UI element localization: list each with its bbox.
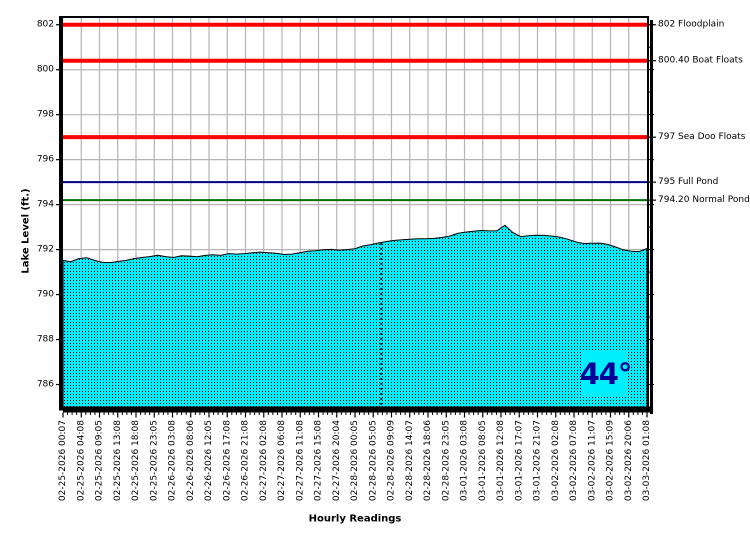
- x-tick-label: 02-28-2026 18:06: [423, 420, 433, 501]
- y-tick-label: 802: [37, 20, 54, 30]
- y-tick-label: 794: [37, 200, 54, 210]
- y-tick-label: 796: [37, 155, 54, 165]
- x-tick-label: 02-25-2026 18:08: [131, 420, 141, 501]
- reference-label-3: 795 Full Pond: [658, 177, 718, 187]
- x-tick-label: 02-25-2026 04:08: [76, 420, 86, 501]
- reference-label-4: 794.20 Normal Pond: [658, 195, 750, 205]
- x-tick-label: 02-27-2026 20:04: [332, 420, 342, 501]
- x-tick-label: 03-02-2026 20:06: [624, 420, 634, 501]
- x-tick-label: 02-28-2026 00:05: [350, 420, 360, 501]
- y-axis-title: Lake Level (ft.): [20, 188, 32, 274]
- temperature-badge: 44°: [580, 351, 632, 396]
- x-tick-label: 03-01-2026 03:08: [460, 420, 470, 501]
- x-axis-title: Hourly Readings: [308, 513, 402, 525]
- x-tick-label: 03-01-2026 17:07: [514, 420, 524, 501]
- x-tick-label: 02-27-2026 02:08: [259, 420, 269, 501]
- y-tick-label: 790: [37, 290, 54, 300]
- y-tick-label: 788: [37, 335, 54, 345]
- x-tick-label: 02-25-2026 23:05: [149, 420, 159, 501]
- x-tick-label: 03-02-2026 02:08: [551, 420, 561, 501]
- x-tick-label: 02-26-2026 21:08: [241, 420, 251, 501]
- x-tick-label: 02-26-2026 03:08: [168, 420, 178, 501]
- x-tick-label: 02-27-2026 15:08: [314, 420, 324, 501]
- x-tick-label: 02-28-2026 23:05: [441, 420, 451, 501]
- y-tick-label: 798: [37, 110, 54, 120]
- reference-label-2: 797 Sea Doo Floats: [658, 132, 746, 142]
- reference-label-0: 802 Floodplain: [658, 20, 724, 30]
- x-tick-label: 03-01-2026 12:08: [496, 420, 506, 501]
- y-tick-label: 786: [37, 380, 54, 390]
- reference-line-labels: 802 Floodplain 800.40 Boat Floats 797 Sea …: [649, 20, 750, 205]
- x-tick-label: 02-25-2026 09:05: [95, 420, 105, 501]
- plot-frame: [59, 16, 653, 414]
- x-tick-label: 02-27-2026 11:08: [295, 420, 305, 501]
- x-tick-label: 02-26-2026 12:05: [204, 420, 214, 501]
- x-tick-label: 03-03-2026 01:08: [642, 420, 652, 501]
- x-tick-label: 03-01-2026 08:05: [478, 420, 488, 501]
- y-tick-label: 792: [37, 245, 54, 255]
- x-tick-label: 02-27-2026 06:08: [277, 420, 287, 501]
- x-tick-label: 02-28-2026 09:09: [387, 420, 397, 501]
- x-tick-label: 02-26-2026 17:08: [222, 420, 232, 501]
- x-tick-label: 02-25-2026 13:08: [113, 420, 123, 501]
- x-tick-label: 02-28-2026 14:07: [405, 420, 415, 501]
- x-tick-label: 03-01-2026 21:07: [533, 420, 543, 501]
- x-tick-label: 02-28-2026 05:05: [368, 420, 378, 501]
- x-tick-label: 03-02-2026 11:07: [587, 420, 597, 501]
- reference-label-1: 800.40 Boat Floats: [658, 56, 743, 66]
- area-series: [62, 224, 648, 408]
- x-tick-label: 02-26-2026 08:06: [186, 420, 196, 501]
- x-tick-label: 03-02-2026 07:08: [569, 420, 579, 501]
- x-tick-label: 02-25-2026 00:07: [58, 420, 68, 501]
- x-axis: 02-25-2026 00:07 02-25-2026 04:08 02-25-20…: [58, 412, 652, 501]
- y-tick-label: 800: [37, 65, 54, 75]
- x-tick-label: 03-02-2026 15:09: [606, 420, 616, 501]
